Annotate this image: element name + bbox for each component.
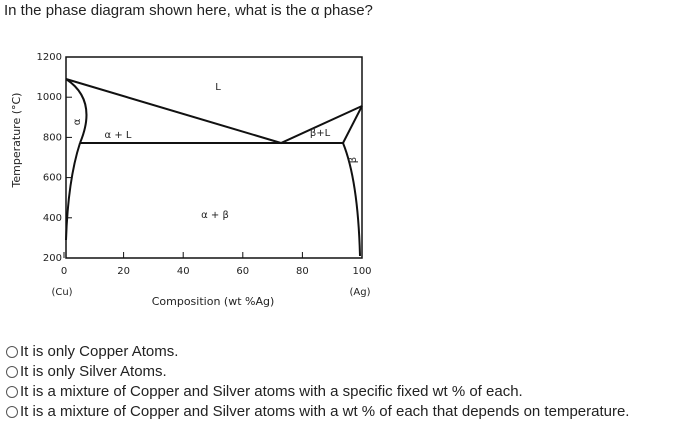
x-tick-label: 100 [352,266,371,277]
x-axis-label: Composition (wt %Ag) [152,295,275,308]
phase-lines [65,78,363,257]
radio-button[interactable] [6,405,18,418]
region-label: β [348,157,359,163]
y-tick-label: 1000 [37,92,62,103]
answer-option[interactable]: It is a mixture of Copper and Silver ato… [6,383,523,400]
radio-button[interactable] [6,385,18,398]
y-tick-label: 1200 [37,52,62,63]
phase-diagram: Temperature (°C) Composition (wt %Ag) (C… [10,52,372,308]
radio-button[interactable] [6,345,18,358]
x-end-label: (Cu) [51,287,72,298]
answer-option[interactable]: It is only Silver Atoms. [6,363,167,380]
y-tick-label: 200 [43,253,62,264]
y-tick-label: 400 [43,213,62,224]
x-end-label: (Ag) [350,287,371,298]
option-text: It is only Silver Atoms. [20,363,167,380]
option-text: It is only Copper Atoms. [20,343,179,360]
option-text: It is a mixture of Copper and Silver ato… [20,383,523,400]
region-label: α [72,118,83,125]
y-axis-label: Temperature (°C) [10,93,23,189]
plot-frame [65,56,363,259]
x-tick-label: 0 [61,266,67,277]
x-tick-label: 40 [177,266,190,277]
x-tick-label: 20 [117,266,130,277]
x-tick-label: 80 [296,266,309,277]
radio-button[interactable] [6,365,18,378]
y-tick-label: 800 [43,132,62,143]
y-tick-label: 600 [43,173,62,184]
option-text: It is a mixture of Copper and Silver ato… [20,403,630,420]
x-tick-label: 60 [236,266,249,277]
question: In the phase diagram shown here, what is… [4,2,373,19]
region-label: α + L [105,130,132,141]
region-label: L [215,82,221,93]
alpha-solidus [65,78,88,144]
beta-solvus [342,142,361,257]
answer-option[interactable]: It is a mixture of Copper and Silver ato… [6,403,629,420]
region-label: β+L [310,128,331,139]
answer-option[interactable]: It is only Copper Atoms. [6,343,178,360]
region-label: α + β [201,210,229,221]
alpha-solvus [65,142,81,241]
beta-solidus [342,105,363,144]
